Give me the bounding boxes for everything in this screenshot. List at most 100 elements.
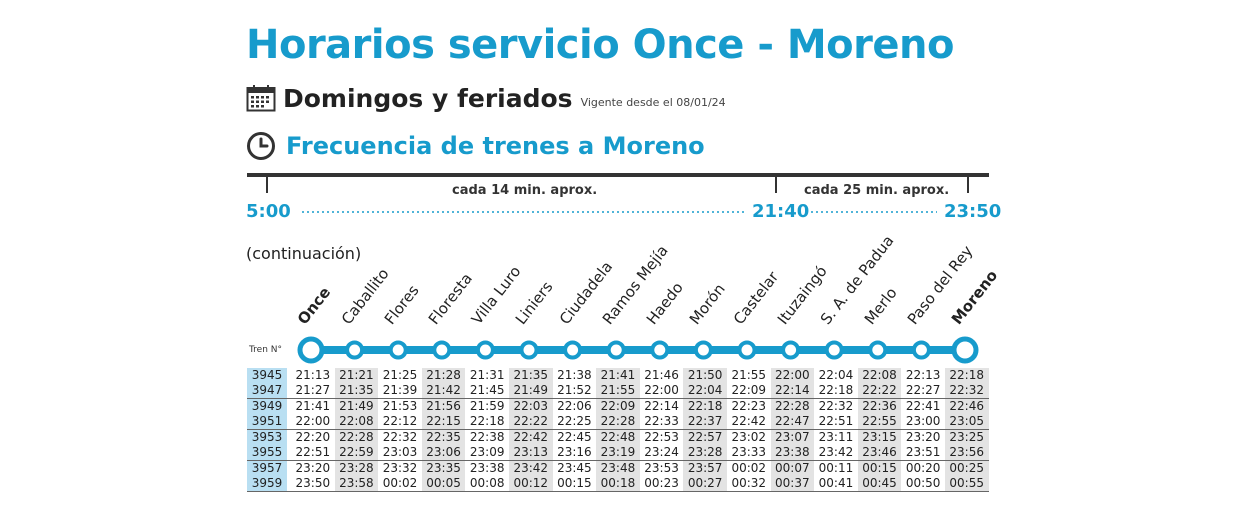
time-cell: 22:00 <box>639 383 684 399</box>
station-stop <box>737 340 757 360</box>
time-cell: 22:35 <box>421 429 466 445</box>
time-cell: 22:42 <box>508 429 553 445</box>
time-cell: 22:33 <box>639 414 684 430</box>
time-cell: 22:13 <box>905 368 941 382</box>
time-cell: 22:32 <box>944 383 989 399</box>
station-stop <box>911 340 931 360</box>
page-title: Horarios servicio Once - Moreno <box>246 22 954 68</box>
time-cell: 22:41 <box>905 399 941 413</box>
time-cell: 23:33 <box>726 445 771 461</box>
timeline-end-time: 23:50 <box>944 201 1002 222</box>
time-cell: 22:14 <box>644 399 679 413</box>
time-cell: 21:49 <box>508 383 553 399</box>
time-cell: 22:45 <box>557 430 592 444</box>
time-cell: 21:38 <box>557 368 592 382</box>
time-cell: 21:41 <box>295 399 331 413</box>
time-cell: 23:28 <box>683 445 727 461</box>
calendar-icon <box>246 85 276 112</box>
time-cell: 00:08 <box>465 476 509 492</box>
cell-spacer <box>287 414 291 430</box>
table-row: 3949 21:41 21:49 21:53 21:56 21:59 22:03 22:06 2… <box>247 398 989 414</box>
time-cell: 21:28 <box>421 368 466 383</box>
cell-spacer <box>287 445 291 461</box>
station-stop <box>297 336 325 364</box>
time-cell: 23:57 <box>683 460 727 476</box>
train-number: 3951 <box>247 414 287 430</box>
time-cell: 23:11 <box>818 430 854 444</box>
time-cell: 23:03 <box>378 445 422 461</box>
time-cell: 23:25 <box>944 429 989 445</box>
schedule-type-row: Domingos y feriados Vigente desde el 08/… <box>246 80 726 114</box>
time-cell: 21:41 <box>596 368 640 383</box>
time-cell: 23:42 <box>814 445 858 461</box>
time-cell: 22:04 <box>683 383 727 399</box>
time-cell: 22:51 <box>291 445 335 461</box>
route-track <box>311 346 965 354</box>
time-cell: 00:07 <box>770 460 815 476</box>
clock-icon <box>247 132 275 160</box>
station-stop <box>519 340 539 360</box>
time-cell: 23:00 <box>901 414 945 430</box>
time-cell: 23:42 <box>508 460 553 476</box>
station-label: Flores <box>381 281 423 328</box>
time-cell: 00:15 <box>552 476 597 492</box>
time-cell: 22:08 <box>857 368 902 383</box>
cell-spacer <box>287 476 291 492</box>
table-row: 3947 21:27 21:35 21:39 21:42 21:45 21:49 21:52 2… <box>247 383 989 399</box>
station-label: Merlo <box>860 284 901 328</box>
train-number: 3947 <box>247 383 287 399</box>
station-stop <box>650 340 670 360</box>
station-stop <box>475 340 495 360</box>
time-cell: 22:20 <box>295 430 331 444</box>
time-cell: 00:55 <box>944 476 989 492</box>
time-cell: 21:39 <box>378 383 422 399</box>
time-cell: 23:20 <box>905 430 941 444</box>
time-cell: 00:23 <box>639 476 684 492</box>
time-cell: 23:50 <box>291 476 335 492</box>
time-cell: 23:53 <box>644 461 679 475</box>
time-cell: 22:36 <box>857 398 902 414</box>
table-row: 3953 22:20 22:28 22:32 22:35 22:38 22:42 22:45 2… <box>247 429 989 445</box>
frequency-title: Frecuencia de trenes a Moreno <box>286 132 705 160</box>
time-cell: 21:35 <box>334 383 379 399</box>
table-row: 3951 22:00 22:08 22:12 22:15 22:18 22:22 22:25 2… <box>247 414 989 430</box>
frequency-header: Frecuencia de trenes a Moreno <box>246 130 705 162</box>
time-cell: 00:02 <box>731 461 767 475</box>
time-cell: 22:32 <box>818 399 854 413</box>
time-cell: 23:45 <box>557 461 592 475</box>
time-cell: 00:02 <box>378 476 422 492</box>
table-row: 3959 23:50 23:58 00:02 00:05 00:08 00:12 00:15 0… <box>247 476 989 492</box>
station-stop <box>693 340 713 360</box>
train-number: 3953 <box>247 429 287 445</box>
schedule-day-type: Domingos y feriados <box>283 84 573 113</box>
train-number: 3959 <box>247 476 287 492</box>
time-cell: 22:18 <box>814 383 858 399</box>
time-cell: 22:12 <box>378 414 422 430</box>
time-cell: 21:42 <box>421 383 466 399</box>
time-cell: 23:05 <box>944 414 989 430</box>
time-cell: 23:07 <box>770 429 815 445</box>
time-cell: 00:20 <box>905 461 941 475</box>
time-cell: 21:13 <box>295 368 331 382</box>
time-cell: 21:31 <box>469 368 505 382</box>
route-line <box>297 336 979 364</box>
station-label: Castelar <box>729 267 783 328</box>
time-cell: 22:37 <box>683 414 727 430</box>
cell-spacer <box>287 429 291 445</box>
time-cell: 21:49 <box>334 398 379 414</box>
station-stop <box>824 340 844 360</box>
time-cell: 23:15 <box>857 429 902 445</box>
time-cell: 22:03 <box>508 398 553 414</box>
time-cell: 22:46 <box>944 398 989 414</box>
table-row: 3957 23:20 23:28 23:32 23:35 23:38 23:42 23:45 2… <box>247 460 989 476</box>
time-cell: 21:56 <box>421 398 466 414</box>
time-cell: 22:48 <box>596 429 640 445</box>
time-cell: 22:00 <box>291 414 335 430</box>
time-cell: 22:59 <box>334 445 379 461</box>
time-cell: 23:13 <box>508 445 553 461</box>
time-cell: 00:12 <box>508 476 553 492</box>
time-cell: 23:38 <box>469 461 505 475</box>
time-cell: 23:20 <box>295 461 331 475</box>
time-cell: 23:38 <box>770 445 815 461</box>
time-cell: 21:25 <box>382 368 418 382</box>
